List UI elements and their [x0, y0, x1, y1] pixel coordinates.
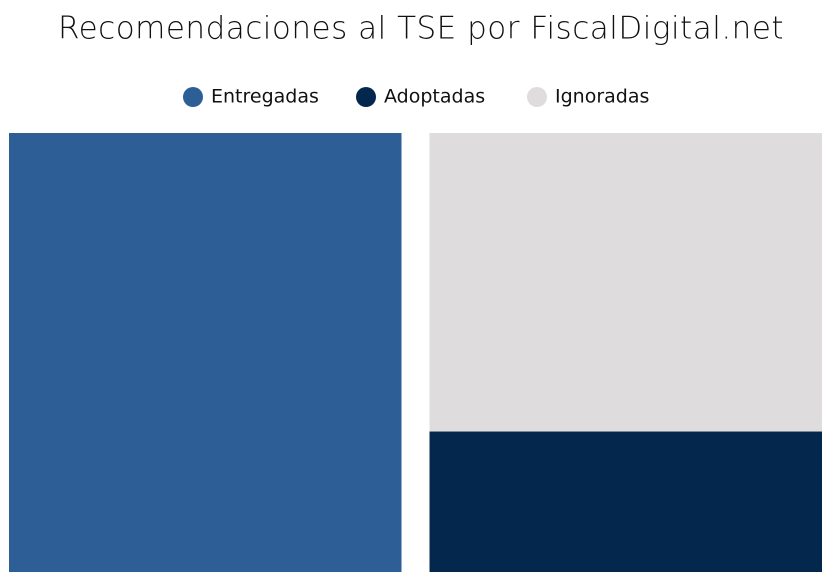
bar-segment [429, 133, 822, 432]
legend-label: Ignoradas [555, 86, 649, 108]
chart-title: Recomendaciones al TSE por FiscalDigital… [58, 11, 784, 47]
legend-swatch [356, 87, 376, 107]
legend-label: Entregadas [211, 86, 319, 108]
legend-label: Adoptadas [384, 86, 485, 108]
legend-swatch [183, 87, 203, 107]
legend-swatch [527, 87, 547, 107]
bar-segment [9, 133, 402, 572]
bar-segment [429, 431, 822, 572]
